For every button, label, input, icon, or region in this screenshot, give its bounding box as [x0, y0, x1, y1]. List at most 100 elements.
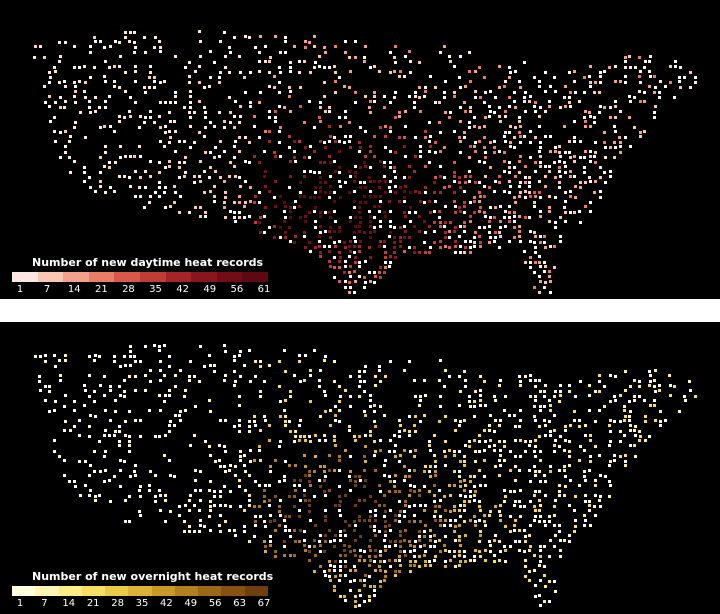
station-dot [118, 175, 121, 178]
station-dot [383, 175, 386, 178]
station-dot [294, 430, 297, 433]
station-dot [303, 121, 306, 124]
station-dot [124, 499, 127, 502]
ramp-swatch [12, 586, 36, 596]
station-dot [349, 375, 352, 378]
station-dot [299, 479, 302, 482]
station-dot [188, 61, 191, 64]
station-dot [364, 414, 367, 417]
station-dot [509, 515, 512, 518]
station-dot [173, 185, 176, 188]
station-dot [414, 540, 417, 543]
station-dot [603, 405, 606, 408]
station-dot [68, 480, 71, 483]
station-dot [454, 226, 457, 229]
station-dot [268, 116, 271, 119]
station-dot [338, 266, 341, 269]
station-dot [209, 454, 212, 457]
station-dot [398, 136, 401, 139]
station-dot [389, 255, 392, 258]
station-dot [624, 460, 627, 463]
station-dot [518, 195, 521, 198]
station-dot [389, 220, 392, 223]
station-dot [108, 95, 111, 98]
station-dot [338, 469, 341, 472]
station-dot [233, 211, 236, 214]
station-dot [484, 524, 487, 527]
station-dot [89, 45, 92, 48]
station-dot [349, 135, 352, 138]
station-dot [168, 459, 171, 462]
station-dot [373, 180, 376, 183]
station-dot [354, 40, 357, 43]
station-dot [503, 440, 506, 443]
station-dot [384, 125, 387, 128]
station-dot [503, 500, 506, 503]
station-dot [134, 375, 137, 378]
station-dot [124, 36, 127, 39]
station-dot [569, 156, 572, 159]
station-dot [338, 226, 341, 229]
station-dot [304, 439, 307, 442]
station-dot [338, 459, 341, 462]
station-dot [363, 286, 366, 289]
station-dot [549, 280, 552, 283]
station-dot [334, 140, 337, 143]
station-dot [369, 549, 372, 552]
station-dot [324, 51, 327, 54]
station-dot [338, 400, 341, 403]
station-dot [559, 155, 562, 158]
station-dot [309, 369, 312, 372]
station-dot [274, 155, 277, 158]
station-dot [239, 185, 242, 188]
station-dot [624, 81, 627, 84]
station-dot [403, 196, 406, 199]
station-dot [383, 271, 386, 274]
station-dot [648, 70, 651, 73]
station-dot [518, 116, 521, 119]
station-dot [443, 45, 446, 48]
station-dot [324, 574, 327, 577]
station-dot [104, 469, 107, 472]
station-dot [238, 195, 241, 198]
station-dot [408, 520, 411, 523]
station-dot [659, 80, 662, 83]
station-dot [369, 111, 372, 114]
station-dot [343, 595, 346, 598]
station-dot [394, 519, 397, 522]
station-dot [333, 191, 336, 194]
station-dot [463, 520, 466, 523]
station-dot [444, 440, 447, 443]
station-dot [413, 246, 416, 249]
station-dot [239, 105, 242, 108]
station-dot [59, 106, 62, 109]
station-dot [253, 125, 256, 128]
station-dot [578, 425, 581, 428]
station-dot [164, 494, 167, 497]
station-dot [428, 470, 431, 473]
station-dot [79, 494, 82, 497]
station-dot [349, 240, 352, 243]
station-dot [338, 409, 341, 412]
station-dot [374, 555, 377, 558]
station-dot [479, 404, 482, 407]
station-dot [454, 240, 457, 243]
station-dot [278, 524, 281, 527]
station-dot [403, 200, 406, 203]
station-dot [593, 191, 596, 194]
station-dot [188, 499, 191, 502]
station-dot [429, 545, 432, 548]
station-dot [598, 374, 601, 377]
station-dot [373, 589, 376, 592]
station-dot [278, 141, 281, 144]
station-dot [568, 540, 571, 543]
station-dot [333, 241, 336, 244]
station-dot [129, 355, 132, 358]
legend-tick-label: 28 [122, 284, 135, 295]
station-dot [383, 464, 386, 467]
station-dot [558, 445, 561, 448]
station-dot [404, 110, 407, 113]
station-dot [364, 260, 367, 263]
station-dot [358, 250, 361, 253]
station-dot [319, 565, 322, 568]
